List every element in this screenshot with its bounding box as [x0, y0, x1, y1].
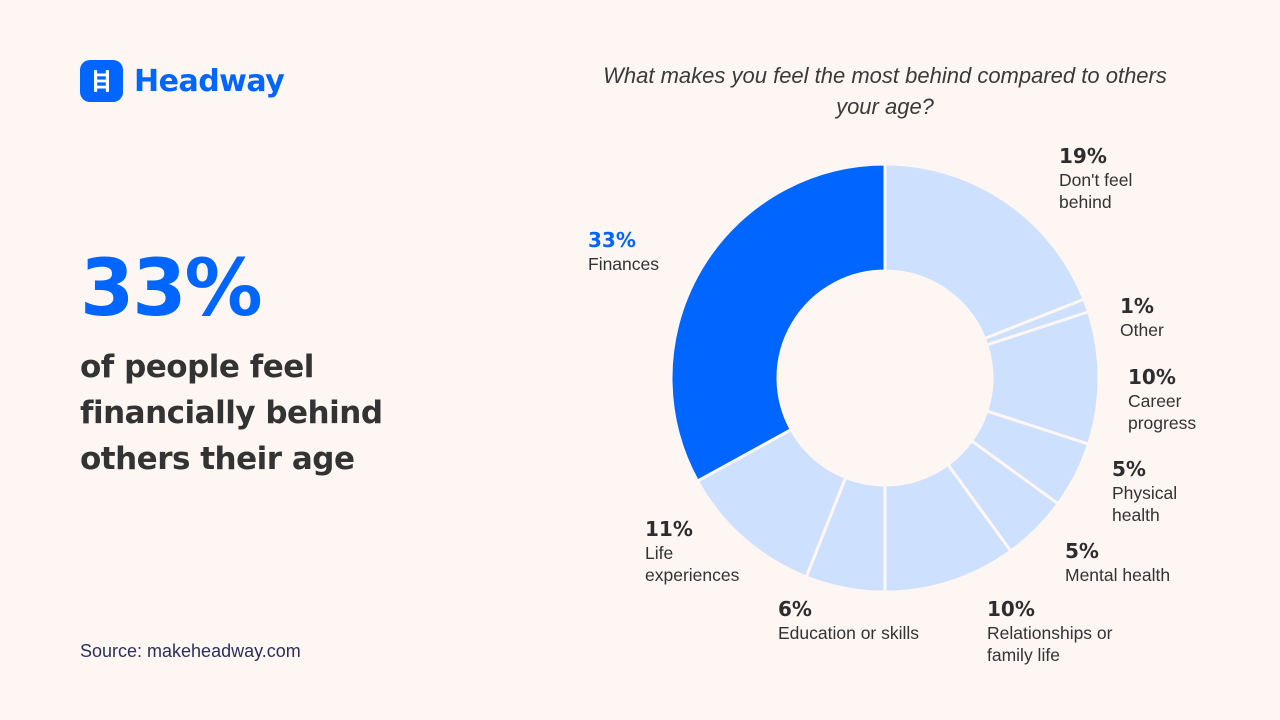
source-credit: Source: makeheadway.com — [80, 641, 301, 661]
slice-percent: 6% — [778, 597, 812, 621]
chart-title: What makes you feel the most behind comp… — [603, 63, 1167, 119]
slice-label: 6% Education or skills — [778, 596, 919, 644]
slice-name: Mental health — [1065, 565, 1171, 585]
donut-slice-finances — [669, 162, 887, 483]
ladder-icon — [80, 60, 123, 102]
slice-name: Education or skills — [778, 623, 920, 643]
slice-percent: 19% — [1059, 144, 1107, 168]
slice-label: 10% Career progress — [1128, 364, 1196, 434]
slice-name: Finances — [588, 254, 660, 274]
slice-name: Other — [1120, 320, 1164, 340]
slice-percent: 5% — [1112, 457, 1146, 481]
slice-label: 1% Other — [1120, 293, 1164, 341]
brand-name: Headway — [134, 63, 285, 99]
slice-percent: 11% — [645, 517, 693, 541]
slice-name: health — [1112, 505, 1160, 525]
slice-name: experiences — [645, 565, 740, 585]
slice-percent: 33% — [588, 228, 636, 252]
slice-label: 19% Don't feel behind — [1059, 143, 1132, 213]
slice-name: progress — [1128, 413, 1197, 433]
slice-label: 5% Physical health — [1112, 456, 1177, 526]
hero-stat: 33% — [80, 244, 263, 334]
slice-name: Career — [1128, 391, 1182, 411]
hero-headline: of people feel financially behind others… — [80, 349, 383, 477]
slice-name: family life — [987, 645, 1060, 665]
slice-percent: 1% — [1120, 294, 1154, 318]
slice-label: 33% Finances — [588, 227, 659, 275]
headway-logo: Headway — [80, 60, 285, 102]
slice-name: Relationships or — [987, 623, 1113, 643]
slice-name: Physical — [1112, 483, 1178, 503]
slice-percent: 5% — [1065, 539, 1099, 563]
slice-label: 10% Relationships or family life — [987, 596, 1112, 666]
slice-label: 5% Mental health — [1065, 538, 1170, 586]
slice-percent: 10% — [1128, 365, 1176, 389]
slice-name: Life — [645, 543, 674, 563]
donut-slice-don-t-feel-behind — [883, 162, 1086, 341]
slice-label: 11% Life experiences — [645, 516, 739, 586]
slice-percent: 10% — [987, 597, 1035, 621]
slice-name: behind — [1059, 192, 1112, 212]
slice-name: Don't feel — [1059, 170, 1133, 190]
